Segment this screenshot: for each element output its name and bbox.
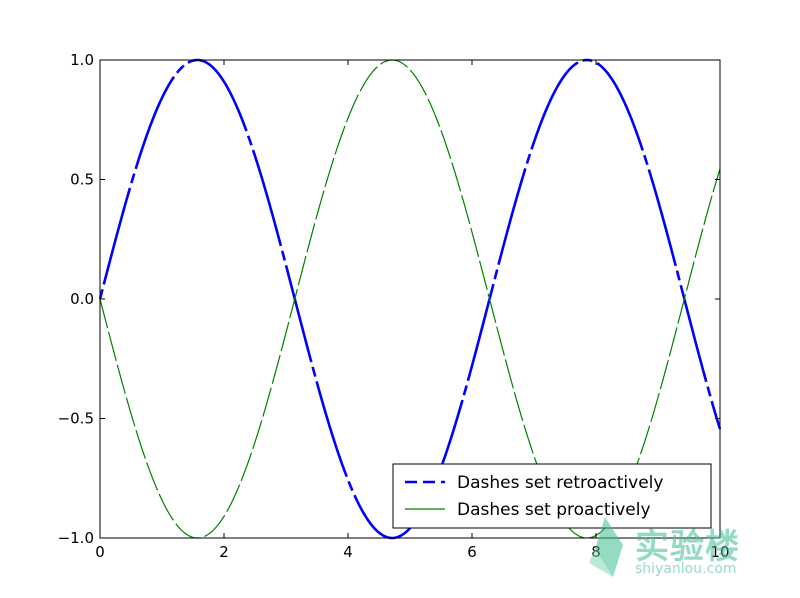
x-tick-label: 0 <box>95 543 105 561</box>
watermark: 实验楼 shiyanlou.com <box>583 515 753 585</box>
y-tick-label: 1.0 <box>70 51 94 69</box>
y-tick-label: 0.0 <box>70 290 94 308</box>
watermark-brand: 实验楼 <box>635 527 740 567</box>
y-tick-label: −0.5 <box>58 410 94 428</box>
x-tick-label: 2 <box>219 543 229 561</box>
x-tick-label: 10 <box>710 543 729 561</box>
y-tick-label: −1.0 <box>58 529 94 547</box>
x-tick-label: 6 <box>467 543 477 561</box>
shiyanlou-logo-icon <box>589 517 623 577</box>
axis-ticks: 0246810−1.0−0.50.00.51.0 <box>58 51 730 561</box>
legend-box <box>392 463 712 529</box>
legend-label-1: Dashes set retroactively <box>457 473 663 493</box>
x-tick-label: 4 <box>343 543 353 561</box>
legend: Dashes set retroactively Dashes set proac… <box>392 463 712 529</box>
watermark-domain: shiyanlou.com <box>635 561 737 577</box>
legend-label-2: Dashes set proactively <box>457 500 651 520</box>
y-tick-label: 0.5 <box>70 171 94 189</box>
